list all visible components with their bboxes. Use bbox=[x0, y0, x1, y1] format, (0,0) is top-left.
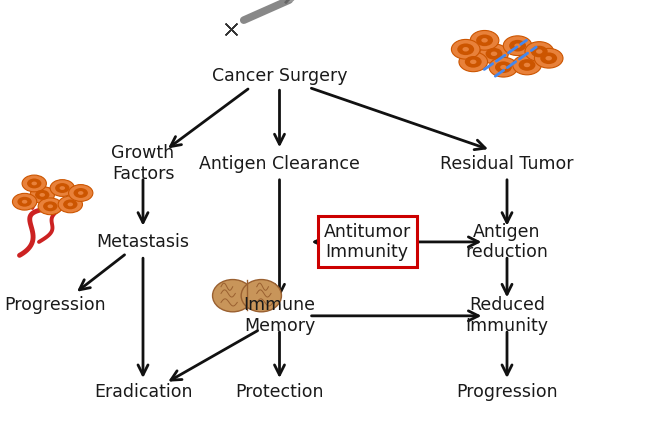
Circle shape bbox=[68, 202, 73, 206]
Circle shape bbox=[545, 56, 552, 60]
Circle shape bbox=[476, 34, 493, 46]
Text: Progression: Progression bbox=[456, 383, 558, 401]
Circle shape bbox=[50, 180, 75, 196]
Text: Cancer Surgery: Cancer Surgery bbox=[212, 67, 347, 85]
Circle shape bbox=[58, 196, 83, 213]
Circle shape bbox=[22, 175, 46, 192]
Circle shape bbox=[60, 186, 65, 190]
Text: Residual Tumor: Residual Tumor bbox=[440, 155, 574, 172]
Circle shape bbox=[43, 201, 57, 211]
Circle shape bbox=[38, 198, 62, 215]
Text: Growth
Factors: Growth Factors bbox=[111, 144, 175, 183]
Circle shape bbox=[531, 46, 548, 57]
Ellipse shape bbox=[213, 280, 253, 312]
Circle shape bbox=[12, 194, 37, 210]
Text: Progression: Progression bbox=[5, 296, 106, 314]
Circle shape bbox=[491, 52, 497, 56]
Ellipse shape bbox=[241, 280, 281, 312]
Text: Antigen
reduction: Antigen reduction bbox=[465, 223, 549, 261]
Circle shape bbox=[40, 193, 45, 197]
Circle shape bbox=[78, 191, 83, 195]
Circle shape bbox=[495, 61, 512, 73]
Circle shape bbox=[18, 197, 32, 207]
Circle shape bbox=[540, 52, 557, 64]
Circle shape bbox=[63, 199, 77, 209]
Circle shape bbox=[451, 39, 480, 59]
Circle shape bbox=[470, 60, 476, 64]
Circle shape bbox=[519, 59, 536, 71]
Circle shape bbox=[503, 36, 532, 56]
Text: Eradication: Eradication bbox=[94, 383, 192, 401]
Text: Protection: Protection bbox=[235, 383, 324, 401]
Text: Reduced
Immunity: Reduced Immunity bbox=[465, 297, 549, 335]
Circle shape bbox=[481, 38, 488, 43]
Circle shape bbox=[459, 52, 488, 72]
Circle shape bbox=[534, 48, 563, 68]
Circle shape bbox=[27, 178, 42, 189]
Circle shape bbox=[55, 183, 70, 193]
Circle shape bbox=[536, 49, 543, 54]
Circle shape bbox=[462, 47, 469, 52]
Circle shape bbox=[525, 42, 554, 61]
Circle shape bbox=[47, 204, 53, 208]
Circle shape bbox=[68, 185, 93, 201]
Text: Metastasis: Metastasis bbox=[96, 233, 190, 251]
Circle shape bbox=[22, 200, 27, 204]
Circle shape bbox=[524, 63, 530, 67]
Circle shape bbox=[500, 65, 507, 69]
Circle shape bbox=[489, 57, 518, 77]
Circle shape bbox=[514, 43, 521, 48]
Circle shape bbox=[513, 55, 541, 75]
Text: Antitumor
Immunity: Antitumor Immunity bbox=[324, 223, 411, 261]
Circle shape bbox=[470, 30, 499, 50]
Circle shape bbox=[35, 190, 49, 200]
Circle shape bbox=[30, 186, 55, 203]
Text: Antigen Clearance: Antigen Clearance bbox=[199, 155, 360, 172]
Text: Immune
Memory: Immune Memory bbox=[244, 297, 315, 335]
Circle shape bbox=[465, 56, 482, 68]
Circle shape bbox=[480, 44, 508, 64]
Circle shape bbox=[486, 48, 502, 60]
Circle shape bbox=[73, 188, 88, 198]
Circle shape bbox=[509, 40, 526, 52]
Circle shape bbox=[31, 181, 37, 185]
Circle shape bbox=[457, 43, 474, 55]
